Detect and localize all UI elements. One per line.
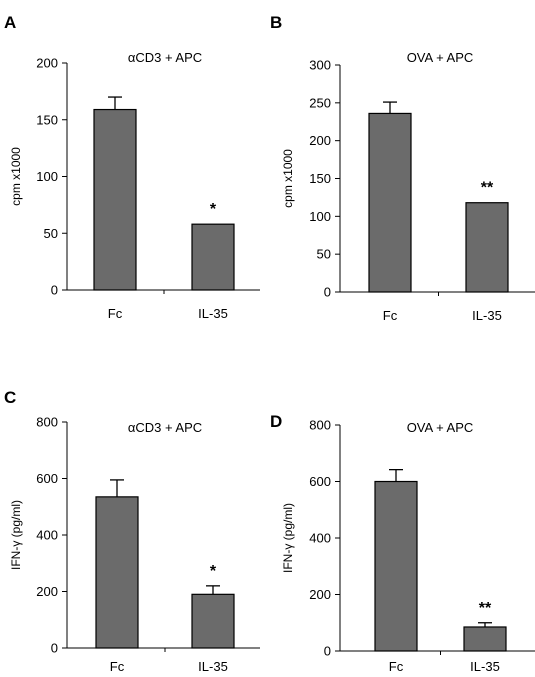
chart1-y-tick-label: 50 — [317, 247, 331, 262]
chart0-y-tick-label: 50 — [44, 226, 58, 241]
chart0-y-tick-label: 150 — [36, 112, 58, 127]
chart3-y-tick-label: 400 — [309, 531, 331, 546]
chart0-y-tick-label: 200 — [36, 56, 58, 71]
chart1-y-tick-label: 150 — [309, 171, 331, 186]
chart3-y-axis-label: IFN-γ (pg/ml) — [281, 503, 295, 573]
chart3-y-tick-label: 800 — [309, 418, 331, 433]
chart3-panel-letter: D — [270, 412, 282, 431]
chart2-y-tick-label: 200 — [36, 584, 58, 599]
chart3-title: OVA + APC — [407, 420, 474, 435]
chart2-y-tick-label: 0 — [51, 641, 58, 656]
chart3-y-tick-label: 0 — [324, 644, 331, 659]
chart2-title: αCD3 + APC — [128, 420, 202, 435]
chart0-y-tick-label: 100 — [36, 169, 58, 184]
chart0-bar-1 — [191, 223, 235, 291]
chart3-y-tick-label: 600 — [309, 474, 331, 489]
chart0-y-tick-label: 0 — [51, 283, 58, 298]
chart2-category-label-1: IL-35 — [198, 659, 228, 674]
chart3-category-label-0: Fc — [389, 659, 404, 674]
chart2-y-tick-label: 600 — [36, 471, 58, 486]
chart2-panel-letter: C — [4, 388, 16, 407]
chart2-category-label-0: Fc — [110, 659, 125, 674]
chart3-significance-1: ** — [479, 600, 492, 617]
chart2-y-tick-label: 400 — [36, 528, 58, 543]
chart0-category-label-0: Fc — [108, 306, 123, 321]
chart1-y-tick-label: 250 — [309, 95, 331, 110]
chart3-bar-1 — [463, 626, 507, 652]
chart1-title: OVA + APC — [407, 50, 474, 65]
chart2-significance-1: * — [210, 563, 217, 580]
chart2-bar-0 — [95, 496, 139, 649]
chart0-category-label-1: IL-35 — [198, 306, 228, 321]
chart1-y-tick-label: 200 — [309, 133, 331, 148]
chart1-y-axis-label: cpm x1000 — [281, 149, 295, 208]
chart1-y-tick-label: 100 — [309, 209, 331, 224]
chart1-bar-0 — [368, 112, 412, 293]
chart3-category-label-1: IL-35 — [470, 659, 500, 674]
chart1-category-label-1: IL-35 — [472, 308, 502, 323]
chart3-bar-0 — [374, 480, 418, 652]
chart0-y-axis-label: cpm x1000 — [9, 147, 23, 206]
chart1-y-tick-label: 0 — [324, 285, 331, 300]
chart2-y-axis-label: IFN-γ (pg/ml) — [9, 500, 23, 570]
chart0-panel-letter: A — [4, 13, 16, 32]
chart2-y-tick-label: 800 — [36, 415, 58, 430]
chart2-bar-1 — [191, 593, 235, 649]
chart0-bar-0 — [93, 108, 137, 291]
chart0-significance-1: * — [210, 201, 217, 218]
chart1-bar-1 — [465, 202, 509, 293]
chart1-significance-1: ** — [481, 180, 494, 197]
chart0-title: αCD3 + APC — [128, 50, 202, 65]
chart3-y-tick-label: 200 — [309, 587, 331, 602]
chart1-panel-letter: B — [270, 13, 282, 32]
chart1-y-tick-label: 300 — [309, 58, 331, 73]
chart1-category-label-0: Fc — [383, 308, 398, 323]
